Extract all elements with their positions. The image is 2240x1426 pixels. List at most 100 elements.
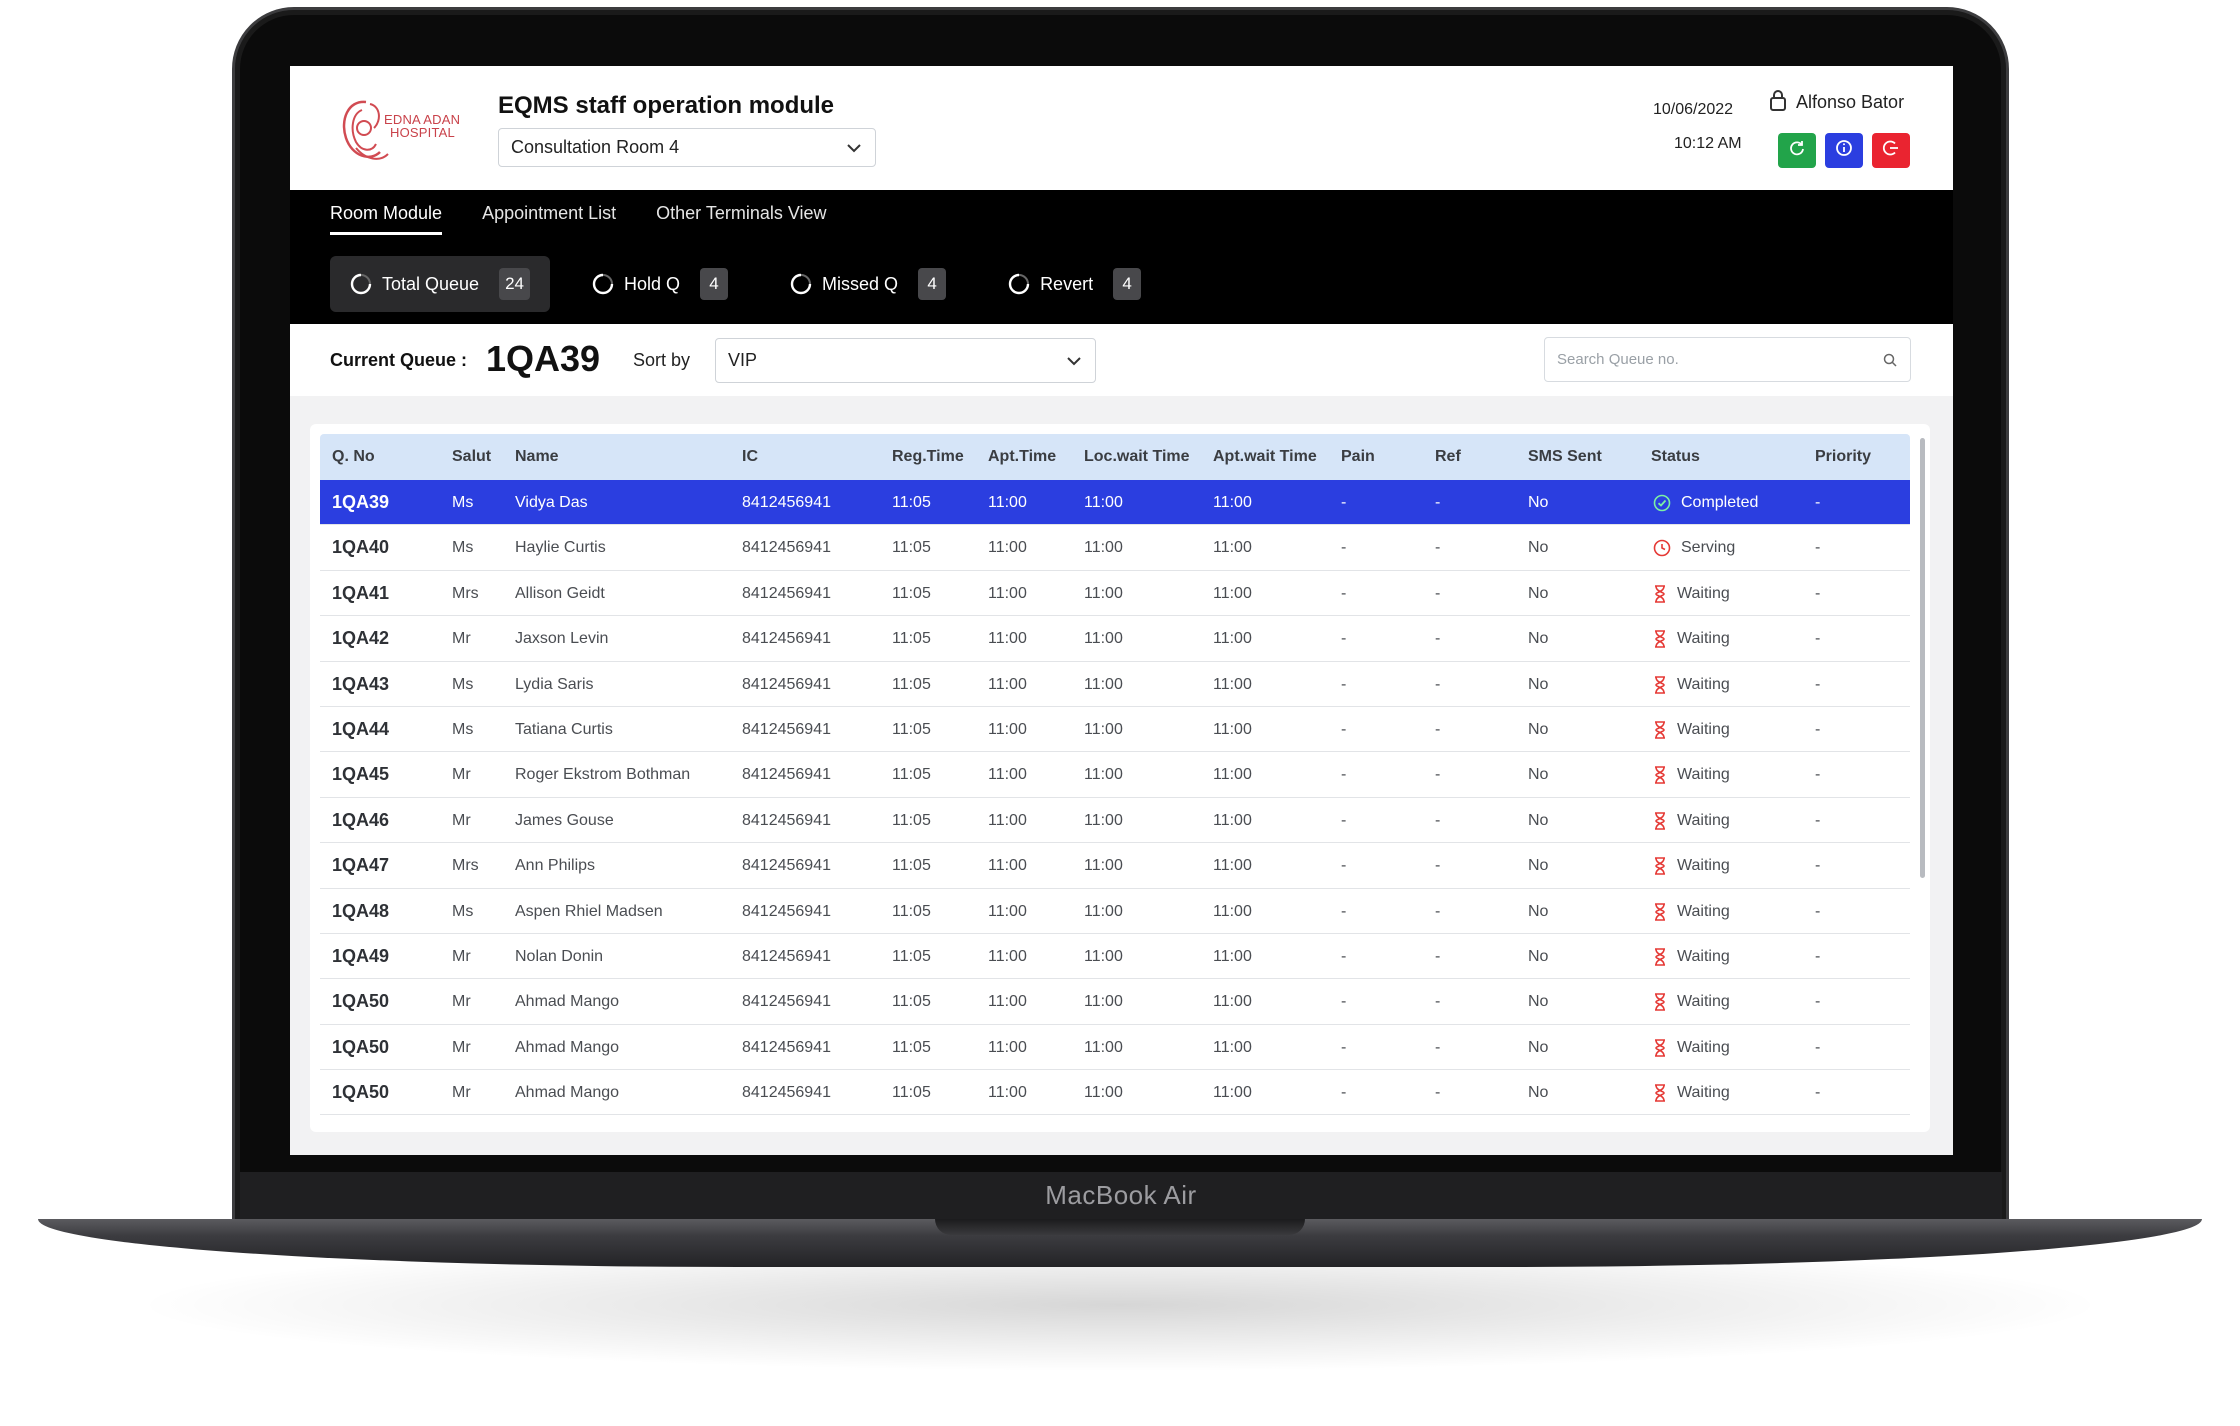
cell-q-no: 1QA43 (332, 673, 390, 694)
chip-hold-q[interactable]: Hold Q 4 (572, 256, 748, 312)
loading-ring-icon (592, 273, 614, 295)
laptop-chin: MacBook Air (240, 1172, 2002, 1220)
cell-q-no: 1QA44 (332, 718, 390, 739)
chip-revert[interactable]: Revert 4 (988, 256, 1161, 312)
table-row[interactable]: 1QA44 Ms Tatiana Curtis 8412456941 11:05 11:0… (320, 707, 1910, 753)
table-row[interactable]: 1QA39 Ms Vidya Das 8412456941 11:05 11:00 11:0… (320, 480, 1910, 526)
cell-priority: - (1815, 947, 1821, 965)
cell-salut: Ms (452, 494, 474, 511)
status-label: Waiting (1677, 630, 1730, 648)
col-priority[interactable]: Priority (1815, 448, 1872, 465)
cell-ic: 8412456941 (742, 1038, 831, 1056)
table-row[interactable]: 1QA43 Ms Lydia Saris 8412456941 11:05 11:00 11… (320, 662, 1910, 707)
col-pain[interactable]: Pain (1341, 448, 1375, 465)
cell-reg-time: 11:05 (892, 1038, 931, 1056)
table-row[interactable]: 1QA45 Mr Roger Ekstrom Bothman 8412456941 11… (320, 752, 1910, 798)
table-row[interactable]: 1QA49 Mr Nolan Donin 8412456941 11:05 11:00 11… (320, 934, 1910, 980)
col-ref[interactable]: Ref (1435, 448, 1461, 465)
cell-ic: 8412456941 (742, 1084, 831, 1102)
info-icon (1835, 139, 1853, 162)
sort-select[interactable]: VIP (715, 338, 1096, 383)
table-row[interactable]: 1QA46 Mr James Gouse 8412456941 11:05 11:00 11… (320, 798, 1910, 844)
tab-other-terminals[interactable]: Other Terminals View (656, 203, 827, 223)
tab-appointment-list[interactable]: Appointment List (482, 203, 617, 223)
cell-q-no: 1QA45 (332, 764, 390, 785)
cell-status: Waiting (1653, 721, 1730, 739)
status-label: Serving (1681, 539, 1736, 557)
chip-label: Hold Q (624, 273, 681, 294)
col-loc-wait-time[interactable]: Loc.wait Time (1084, 448, 1190, 465)
table-row[interactable]: 1QA42 Mr Jaxson Levin 8412456941 11:05 11:00 1… (320, 616, 1910, 662)
cell-name: Ann Philips (515, 857, 596, 875)
cell-ref: - (1435, 902, 1441, 920)
cell-status: Waiting (1653, 676, 1730, 694)
logout-button[interactable] (1872, 133, 1910, 168)
table-row[interactable]: 1QA41 Mrs Allison Geidt 8412456941 11:05 11:0… (320, 571, 1910, 617)
cell-name: Ahmad Mango (515, 1084, 620, 1102)
cell-status: Waiting (1653, 993, 1730, 1012)
chip-label: Missed Q (822, 273, 899, 294)
cell-reg-time: 11:05 (892, 539, 931, 557)
col-name[interactable]: Name (515, 448, 559, 465)
table-row[interactable]: 1QA40 Ms Haylie Curtis 8412456941 11:05 11:00… (320, 525, 1910, 571)
loading-ring-icon (350, 273, 372, 295)
cell-sms-sent: No (1528, 766, 1549, 784)
cell-priority: - (1815, 857, 1821, 875)
cell-ref: - (1435, 1084, 1441, 1102)
col-q-no[interactable]: Q. No (332, 448, 375, 465)
cell-reg-time: 11:05 (892, 857, 931, 875)
col-status[interactable]: Status (1651, 448, 1700, 465)
cell-q-no: 1QA47 (332, 855, 390, 876)
cell-status: Serving (1653, 539, 1735, 557)
info-button[interactable] (1825, 133, 1863, 168)
cell-apt-wait-time: 11:00 (1213, 902, 1252, 920)
room-select[interactable]: Consultation Room 4 (498, 128, 876, 167)
cell-reg-time: 11:05 (892, 720, 931, 738)
col-reg-time[interactable]: Reg.Time (892, 448, 964, 465)
col-apt-time[interactable]: Apt.Time (988, 448, 1057, 465)
hourglass-icon (1653, 675, 1667, 694)
cell-status: Waiting (1653, 1084, 1730, 1102)
cell-sms-sent: No (1528, 947, 1549, 965)
cell-apt-time: 11:00 (988, 630, 1027, 648)
check-circle-icon (1653, 494, 1671, 512)
cell-reg-time: 11:05 (892, 1084, 931, 1102)
col-sms-sent[interactable]: SMS Sent (1528, 448, 1602, 465)
cell-sms-sent: No (1528, 993, 1549, 1011)
chip-label: Total Queue (382, 273, 480, 294)
logout-icon (1882, 139, 1900, 162)
cell-name: Aspen Rhiel Madsen (515, 902, 663, 920)
table-row[interactable]: 1QA48 Ms Aspen Rhiel Madsen 8412456941 11:05… (320, 889, 1910, 934)
cell-name: Allison Geidt (515, 584, 605, 602)
cell-ic: 8412456941 (742, 947, 831, 965)
search-icon[interactable] (1882, 352, 1898, 372)
current-queue-bar: Current Queue : 1QA39 Sort by VIP Search… (290, 324, 1953, 396)
refresh-button[interactable] (1778, 133, 1816, 168)
hourglass-icon (1653, 948, 1667, 966)
col-ic[interactable]: IC (742, 448, 758, 465)
tab-room-module[interactable]: Room Module (330, 203, 443, 235)
hourglass-icon (1653, 721, 1667, 739)
col-apt-wait-time[interactable]: Apt.wait Time (1213, 448, 1317, 465)
cell-pain: - (1341, 947, 1347, 965)
table-row[interactable]: 1QA50 Mr Ahmad Mango 8412456941 11:05 11:00 11… (320, 1025, 1910, 1071)
hourglass-icon (1653, 1084, 1667, 1102)
cell-q-no: 1QA49 (332, 945, 390, 966)
cell-loc-wait-time: 11:00 (1084, 993, 1123, 1011)
user-menu[interactable]: Alfonso Bator (1768, 88, 1904, 117)
status-label: Waiting (1677, 902, 1730, 920)
table-row[interactable]: 1QA47 Mrs Ann Philips 8412456941 11:05 11:00 1… (320, 843, 1910, 889)
chip-total-queue[interactable]: Total Queue 24 (330, 256, 550, 312)
search-queue-input[interactable]: Search Queue no. (1544, 337, 1911, 382)
cell-salut: Ms (452, 539, 474, 557)
status-label: Waiting (1677, 720, 1730, 738)
chip-missed-q[interactable]: Missed Q 4 (770, 256, 966, 312)
col-salut[interactable]: Salut (452, 448, 492, 465)
cell-ic: 8412456941 (742, 857, 831, 875)
table-row[interactable]: 1QA50 Mr Ahmad Mango 8412456941 11:05 11:00 11… (320, 979, 1910, 1025)
table-row[interactable]: 1QA50 Mr Ahmad Mango 8412456941 11:05 11:00 11… (320, 1070, 1910, 1116)
cell-ref: - (1435, 720, 1441, 738)
cell-loc-wait-time: 11:00 (1084, 539, 1123, 557)
top-bar: EDNA ADAN HOSPITAL EQMS staff operation … (290, 66, 1953, 190)
table-scrollbar[interactable] (1920, 438, 1925, 878)
